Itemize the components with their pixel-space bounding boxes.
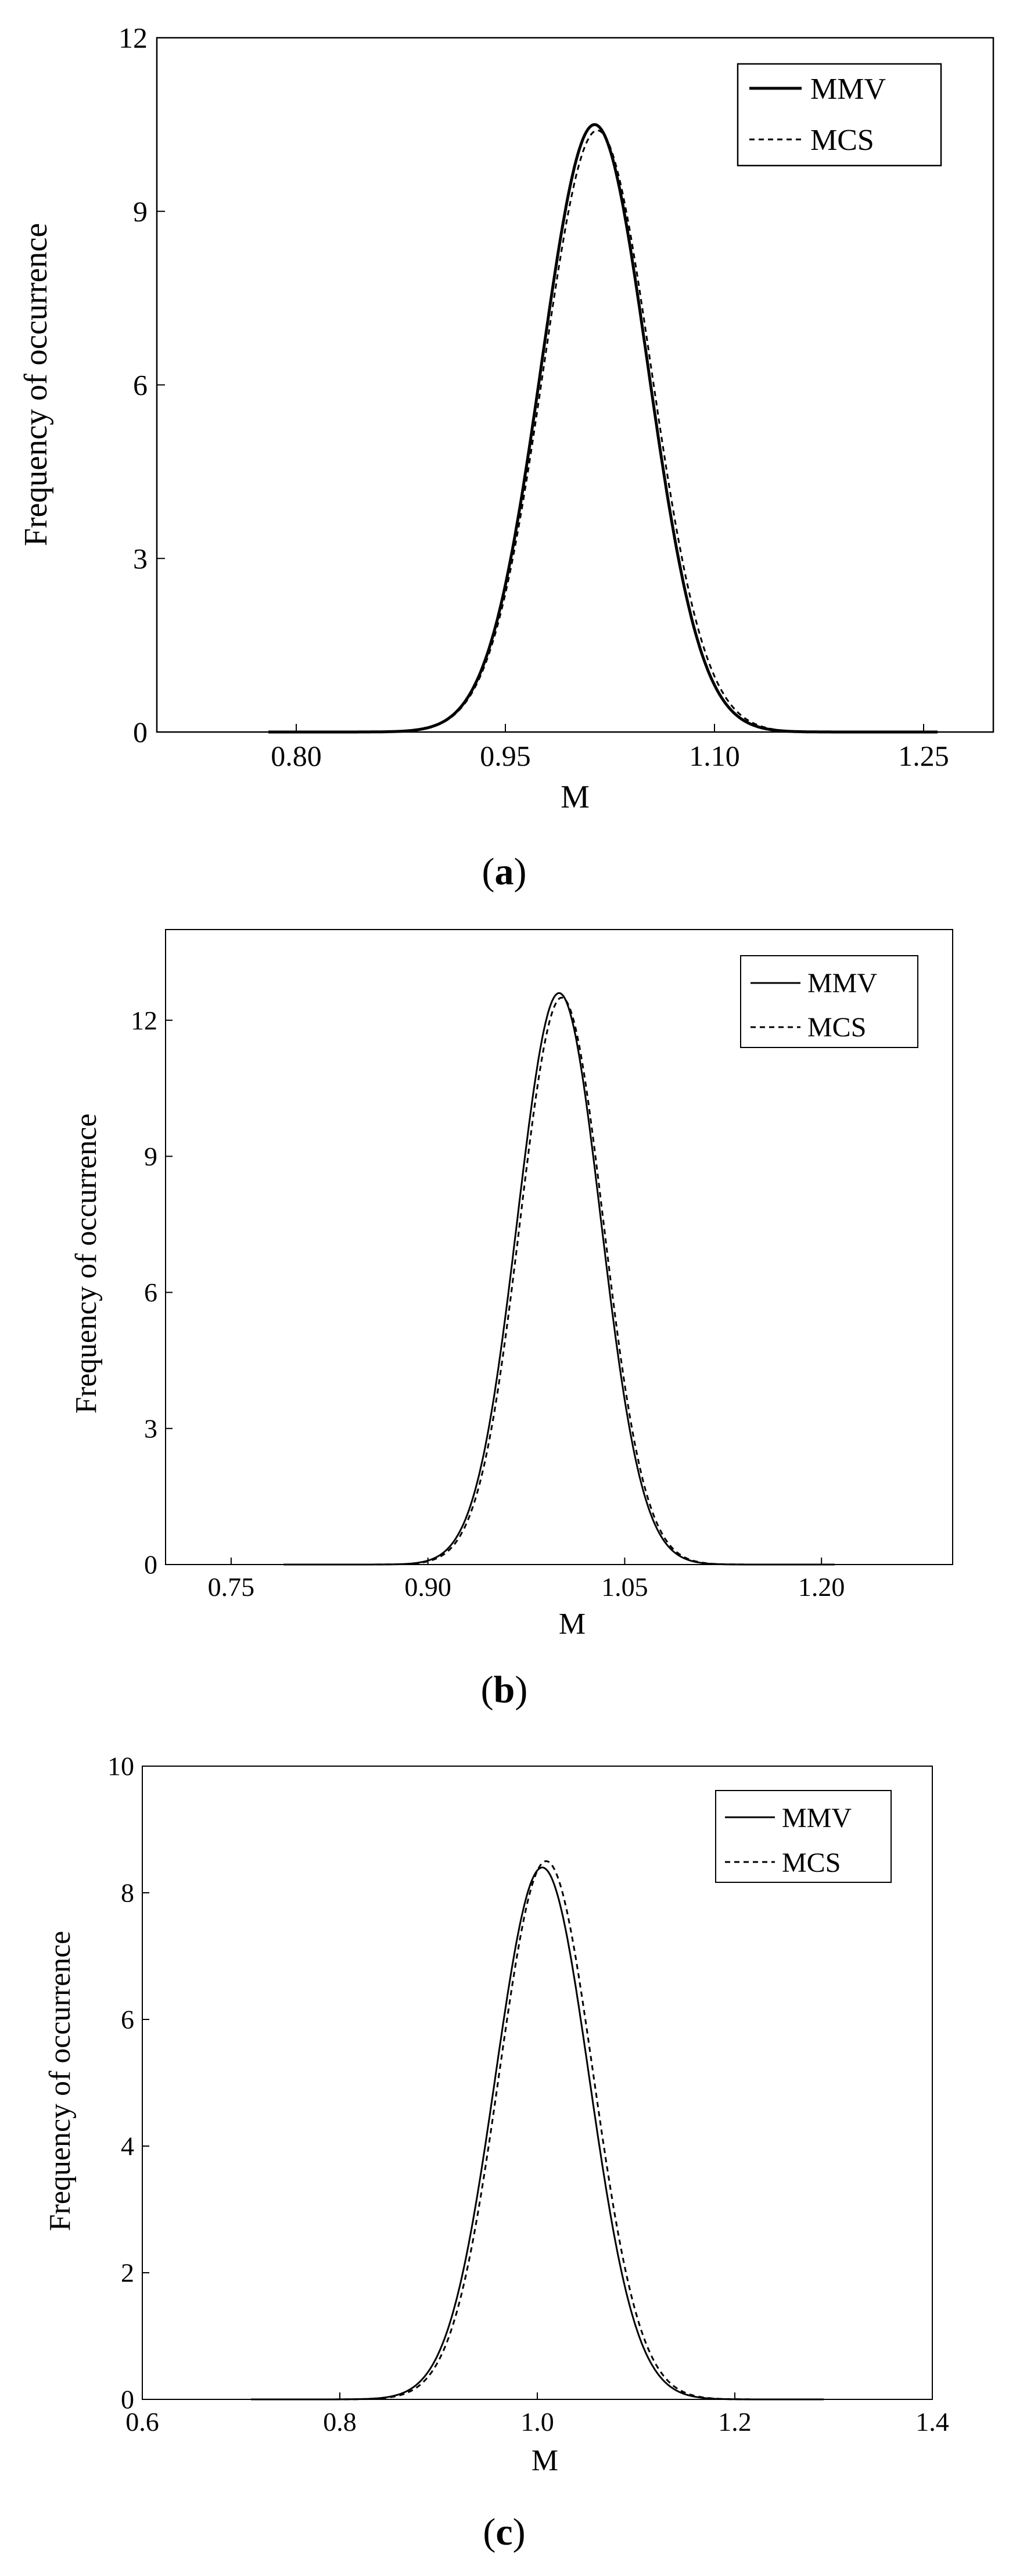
x-tick-label: 0.75	[208, 1572, 255, 1602]
x-tick-label: 1.2	[718, 2407, 752, 2437]
y-tick-label: 3	[133, 542, 148, 575]
legend-label-mcs: MCS	[807, 1012, 866, 1043]
series-line-mcs	[268, 129, 938, 733]
y-tick-label: 6	[144, 1278, 157, 1307]
x-tick-label: 1.0	[520, 2407, 554, 2437]
x-tick-group: 0.6 0.8 1.0 1.2 1.4	[125, 2407, 949, 2437]
y-tick-label: 12	[131, 1006, 157, 1035]
x-tick-label: 1.20	[798, 1572, 845, 1602]
legend: MMV MCS	[715, 1790, 892, 1883]
y-tick-group: 0 3 6 9 12	[119, 21, 148, 748]
y-tick-label: 10	[107, 1752, 134, 1781]
tick-marks	[142, 1766, 933, 2400]
x-tick-label: 0.6	[125, 2407, 159, 2437]
legend-label-mmv: MMV	[782, 1803, 852, 1834]
x-axis-label: M	[532, 2444, 558, 2477]
panel-c: 0.6 0.8 1.0 1.2 1.4 0 2 4 6 8 10 M Frequ…	[44, 1752, 949, 2553]
curves	[268, 123, 938, 734]
y-tick-label: 2	[121, 2258, 134, 2288]
x-tick-label: 1.25	[898, 740, 949, 772]
legend-label-mcs: MCS	[810, 124, 874, 157]
panel-a: 0.80 0.95 1.10 1.25 0 3 6 9 12 M Frequen…	[18, 21, 994, 893]
series-line-mmv	[283, 992, 835, 1566]
y-tick-label: 12	[119, 21, 148, 54]
y-tick-group: 0 3 6 9 12	[131, 1006, 157, 1580]
y-tick-label: 6	[133, 369, 148, 401]
y-tick-label: 9	[144, 1142, 157, 1171]
y-axis-label: Frequency of occurrence	[18, 223, 54, 547]
x-tick-group: 0.75 0.90 1.05 1.20	[208, 1572, 845, 1602]
tick-marks	[166, 1020, 823, 1565]
legend-label-mcs: MCS	[782, 1847, 841, 1878]
y-axis-label: Frequency of occurrence	[44, 1931, 77, 2231]
series-line-mmv	[268, 123, 938, 734]
plot-frame	[165, 929, 953, 1565]
series-line-mcs	[251, 1860, 824, 2401]
legend-box	[740, 955, 918, 1048]
y-tick-group: 0 2 4 6 8 10	[107, 1752, 134, 2414]
x-tick-label: 0.80	[271, 740, 322, 772]
panel-b: 0.75 0.90 1.05 1.20 0 3 6 9 12 M Frequen…	[70, 929, 953, 1711]
legend: MMV MCS	[737, 63, 942, 167]
y-tick-label: 9	[133, 195, 148, 228]
series-line-mmv	[251, 1867, 824, 2401]
curves	[251, 1860, 824, 2401]
legend-box	[715, 1790, 892, 1883]
panel-caption: (c)	[483, 2511, 525, 2553]
legend-label-mmv: MMV	[807, 968, 877, 999]
x-tick-label: 0.90	[404, 1572, 451, 1602]
x-tick-label: 0.95	[480, 740, 531, 772]
curves	[283, 992, 835, 1566]
x-tick-group: 0.80 0.95 1.10 1.25	[271, 740, 949, 772]
panel-caption: (b)	[481, 1669, 528, 1711]
series-line-mcs	[283, 996, 835, 1566]
legend-label-mmv: MMV	[810, 73, 886, 106]
y-tick-label: 8	[121, 1878, 134, 1908]
y-tick-label: 0	[144, 1550, 157, 1580]
x-tick-label: 1.4	[915, 2407, 949, 2437]
x-tick-label: 0.8	[323, 2407, 357, 2437]
y-tick-label: 3	[144, 1413, 157, 1443]
y-tick-label: 4	[121, 2132, 134, 2161]
panel-caption: (a)	[482, 851, 527, 893]
x-axis-label: M	[559, 1608, 586, 1641]
y-axis-label: Frequency of occurrence	[70, 1114, 103, 1414]
legend: MMV MCS	[740, 955, 918, 1048]
x-axis-label: M	[561, 779, 590, 815]
y-tick-label: 0	[133, 716, 148, 748]
y-tick-label: 6	[121, 2005, 134, 2035]
y-tick-label: 0	[121, 2385, 134, 2414]
x-tick-label: 1.10	[689, 740, 740, 772]
x-tick-label: 1.05	[601, 1572, 648, 1602]
legend-box	[737, 63, 942, 167]
